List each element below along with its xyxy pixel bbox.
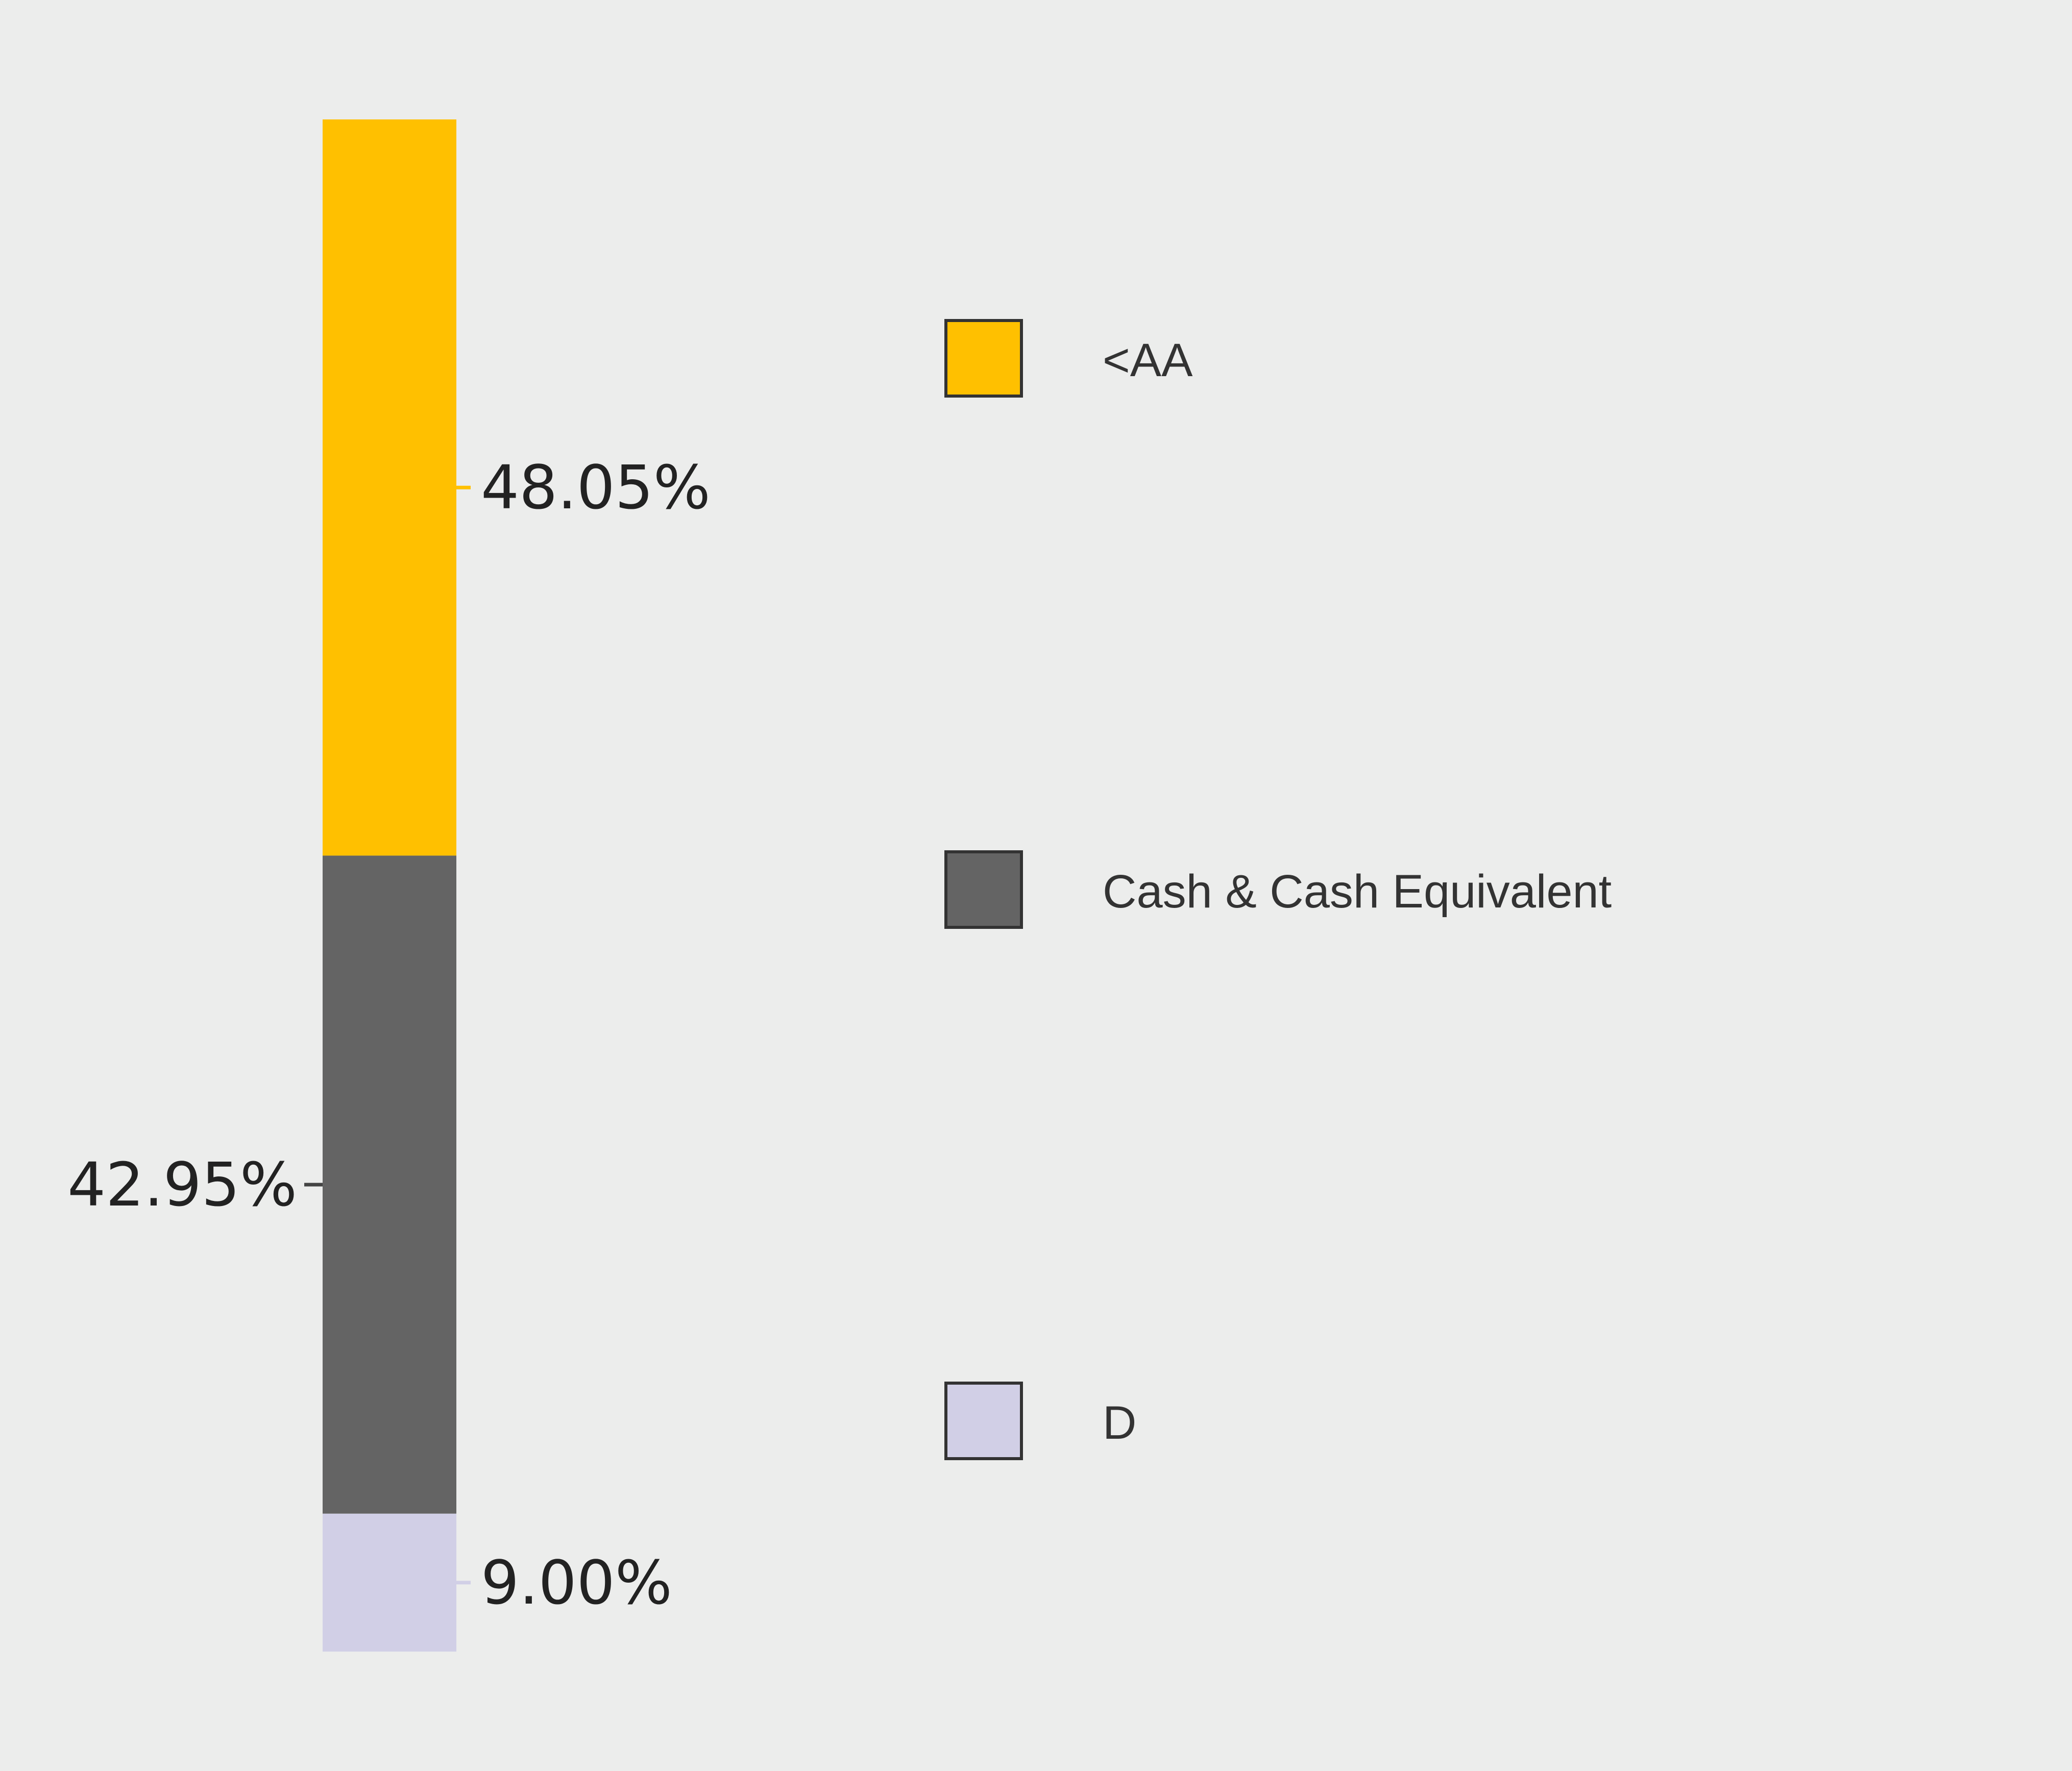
data-label-aa: 48.05% [481, 452, 711, 523]
legend-label-cash-cash-equivalent: Cash & Cash Equivalent [1103, 866, 1612, 918]
data-label-cash-cash-equivalent: 42.95% [67, 1149, 297, 1220]
data-label-d: 9.00% [481, 1547, 672, 1618]
bar-segment-d [323, 1513, 456, 1652]
legend-swatch-aa [944, 319, 1023, 398]
legend: <AA Cash & Cash Equivalent D [944, 319, 1612, 1460]
bar-segment-aa [323, 119, 456, 856]
legend-label-aa: <AA [1103, 334, 1193, 386]
data-labels: 48.05% 42.95% 9.00% [67, 452, 711, 1618]
bar-stack [323, 119, 456, 1652]
legend-label-d: D [1103, 1397, 1136, 1449]
legend-swatch-cash-cash-equivalent [944, 850, 1023, 929]
legend-swatch-d [944, 1382, 1023, 1460]
bar-segment-cash-cash-equivalent [323, 855, 456, 1514]
